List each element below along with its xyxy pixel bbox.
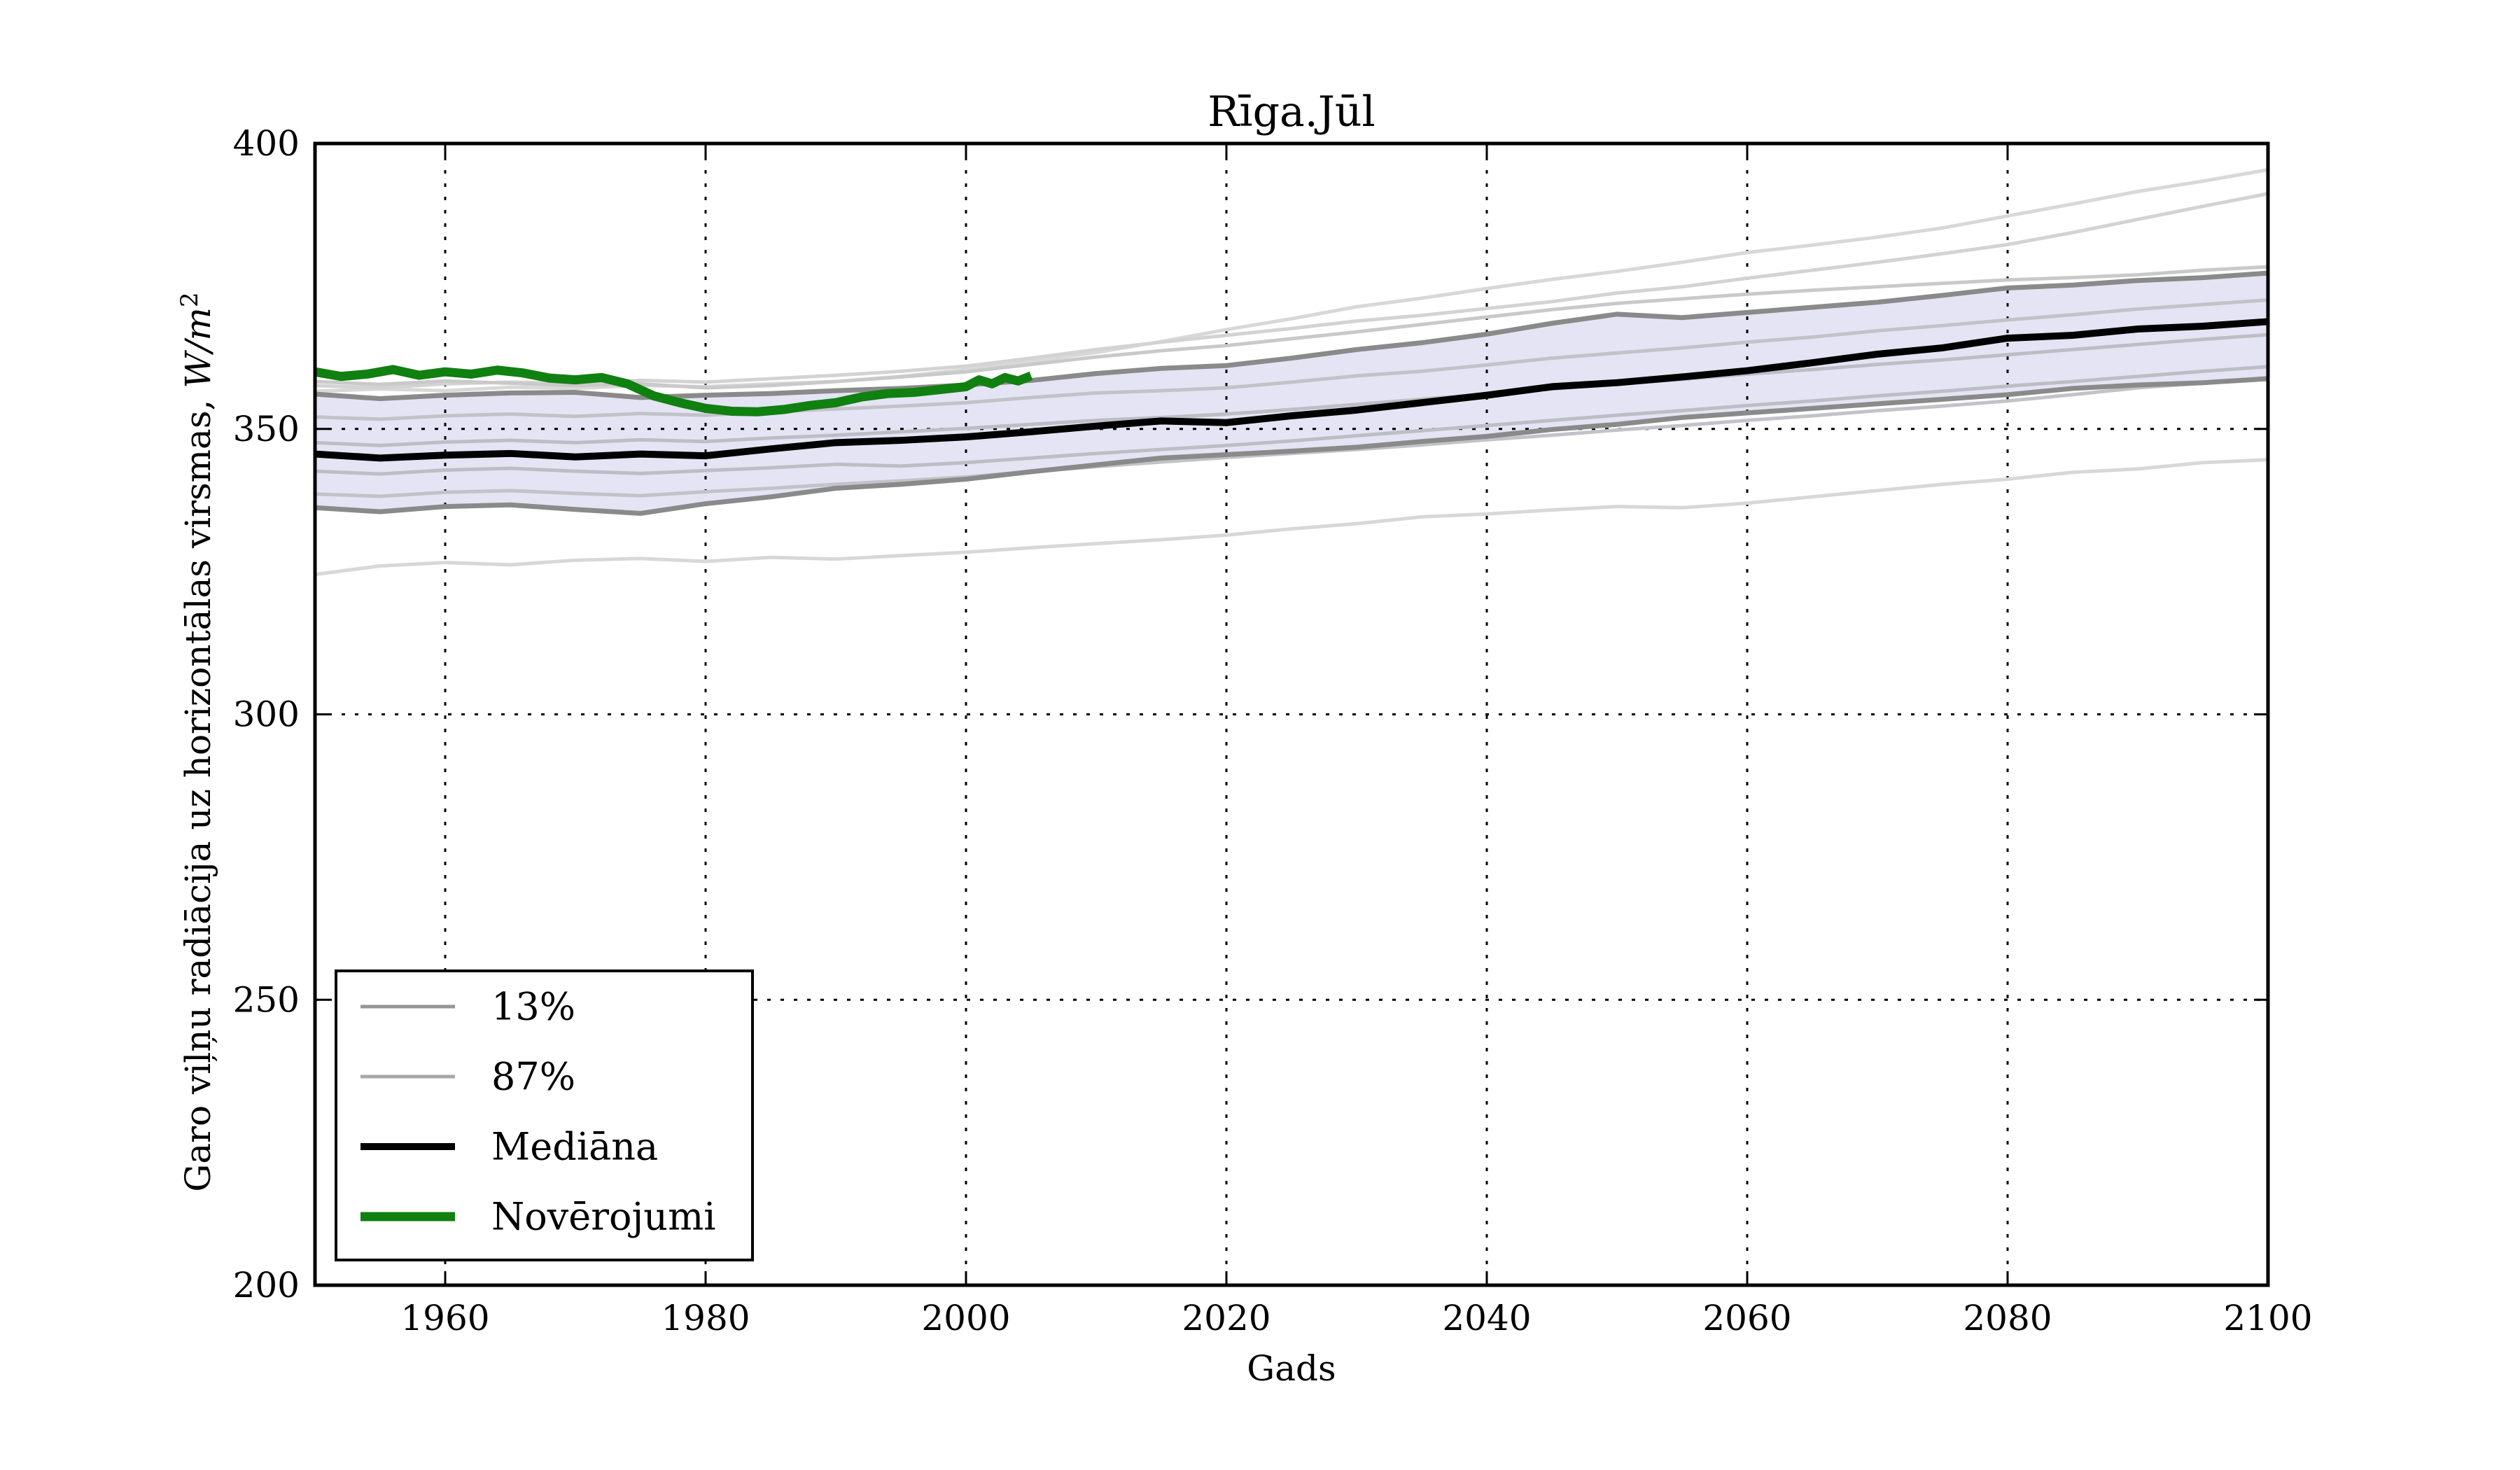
y-axis-label-units: W/m bbox=[178, 307, 218, 388]
series-line-ensemble bbox=[314, 332, 2269, 447]
series-line-median bbox=[314, 318, 2269, 462]
series-line-ensemble bbox=[314, 298, 2269, 421]
legend-label-3: Novērojumi bbox=[491, 1195, 716, 1239]
y-tick-label: 250 bbox=[233, 979, 300, 1020]
series-line-observations bbox=[314, 365, 1033, 416]
uncertainty-band bbox=[315, 273, 2268, 514]
x-tick-label: 2100 bbox=[2223, 1298, 2312, 1338]
y-axis-label-exponent: 2 bbox=[176, 292, 204, 307]
y-axis-label: Garo viļņu radiācija uz horizontālas vir… bbox=[176, 292, 218, 1191]
legend-label-1: 87% bbox=[491, 1055, 575, 1099]
series-line-ensemble bbox=[314, 365, 2269, 476]
series-line-percentile-lower bbox=[314, 376, 2269, 516]
y-tick-label: 200 bbox=[233, 1265, 300, 1306]
x-tick-label: 2000 bbox=[921, 1298, 1010, 1338]
chart-title: Rīga.Jūl bbox=[1208, 88, 1376, 136]
series-line-ensemble bbox=[314, 192, 2269, 390]
x-axis-label: Gads bbox=[1247, 1348, 1336, 1389]
y-tick-label: 400 bbox=[233, 123, 300, 164]
x-tick-label: 1980 bbox=[661, 1298, 750, 1338]
series-layer bbox=[314, 168, 2269, 577]
legend: 13% 87% Mediāna Novērojumi bbox=[335, 969, 754, 1261]
x-tick-label: 2080 bbox=[1963, 1298, 2052, 1338]
series-line-ensemble bbox=[314, 458, 2269, 577]
legend-label-0: 13% bbox=[491, 985, 575, 1029]
series-line-ensemble bbox=[314, 265, 2269, 390]
x-tick-label: 2040 bbox=[1442, 1298, 1531, 1338]
y-tick-label: 300 bbox=[233, 694, 300, 735]
x-tick-label: 1960 bbox=[400, 1298, 489, 1338]
legend-label-2: Mediāna bbox=[491, 1125, 658, 1169]
tick-label-layer: 1960 1980 2000 2020 2040 2060 2080 2100 200 250 30… bbox=[233, 123, 2313, 1338]
series-line-percentile-upper bbox=[314, 270, 2269, 402]
legend-box bbox=[335, 969, 754, 1261]
x-tick-label: 2020 bbox=[1182, 1298, 1270, 1338]
y-tick-label: 350 bbox=[233, 409, 300, 449]
ticks-layer bbox=[315, 142, 2269, 1287]
x-tick-label: 2060 bbox=[1702, 1298, 1791, 1338]
y-axis-label-text: Garo viļņu radiācija uz horizontālas vir… bbox=[178, 388, 218, 1192]
uncertainty-band-layer bbox=[315, 273, 2268, 514]
